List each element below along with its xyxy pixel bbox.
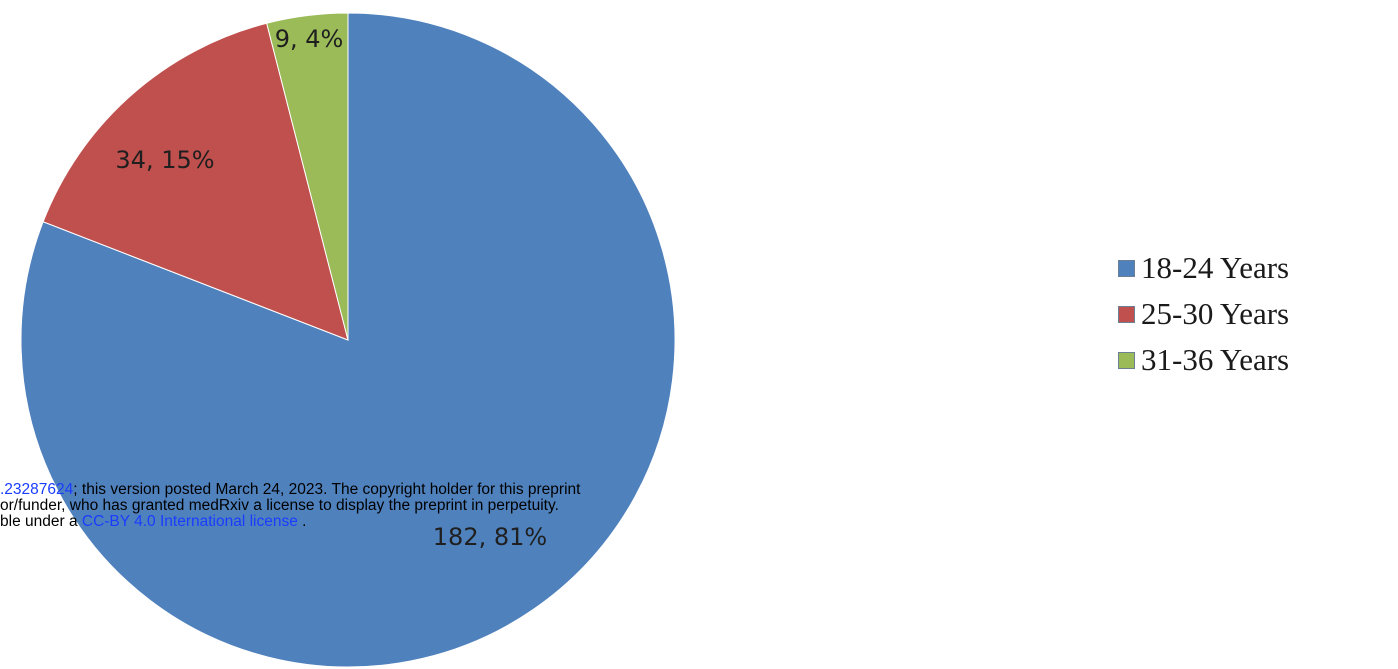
watermark-line-2: or/funder, who has granted medRxiv a lic…	[0, 498, 800, 514]
pie-slice-31-36-years	[266, 12, 349, 341]
data-label-31-36-years: 9, 4%	[275, 25, 344, 53]
license-link[interactable]: CC-BY 4.0 International license	[81, 513, 298, 530]
pie-slices	[20, 12, 676, 668]
watermark-line-1: .23287624; this version posted March 24,…	[0, 482, 800, 498]
pie-slice-25-30-years	[42, 22, 349, 341]
legend-swatch	[1118, 351, 1135, 369]
doi-link[interactable]: .23287624	[0, 482, 74, 498]
legend-item: 31-36 Years	[1118, 342, 1289, 378]
data-label-25-30-years: 34, 15%	[115, 146, 214, 174]
pie-slice-18-24-years	[20, 12, 676, 668]
legend-label: 25-30 Years	[1141, 296, 1290, 331]
legend-label: 31-36 Years	[1141, 342, 1290, 377]
watermark-line-2-text: or/funder, who has granted medRxiv a lic…	[0, 497, 559, 514]
watermark-line-3-prefix: ble under a	[0, 513, 82, 530]
legend-item: 25-30 Years	[1118, 296, 1289, 332]
legend-swatch	[1118, 259, 1135, 277]
watermark-line-3-suffix: .	[297, 513, 307, 530]
legend-swatch	[1118, 305, 1135, 323]
preprint-watermark: .23287624; this version posted March 24,…	[0, 482, 800, 530]
legend-label: 18-24 Years	[1141, 250, 1290, 285]
watermark-line-3: ble under a CC-BY 4.0 International lice…	[0, 514, 800, 530]
pie-slice-labels: 182, 81% 34, 15% 9, 4%	[115, 25, 547, 551]
legend-item: 18-24 Years	[1118, 250, 1289, 286]
watermark-line-1-text: ; this version posted March 24, 2023. Th…	[73, 482, 581, 498]
data-label-18-24-years: 182, 81%	[433, 523, 547, 551]
pie-chart: 182, 81% 34, 15% 9, 4%	[20, 12, 676, 668]
legend: 18-24 Years 25-30 Years 31-36 Years	[1118, 250, 1289, 388]
